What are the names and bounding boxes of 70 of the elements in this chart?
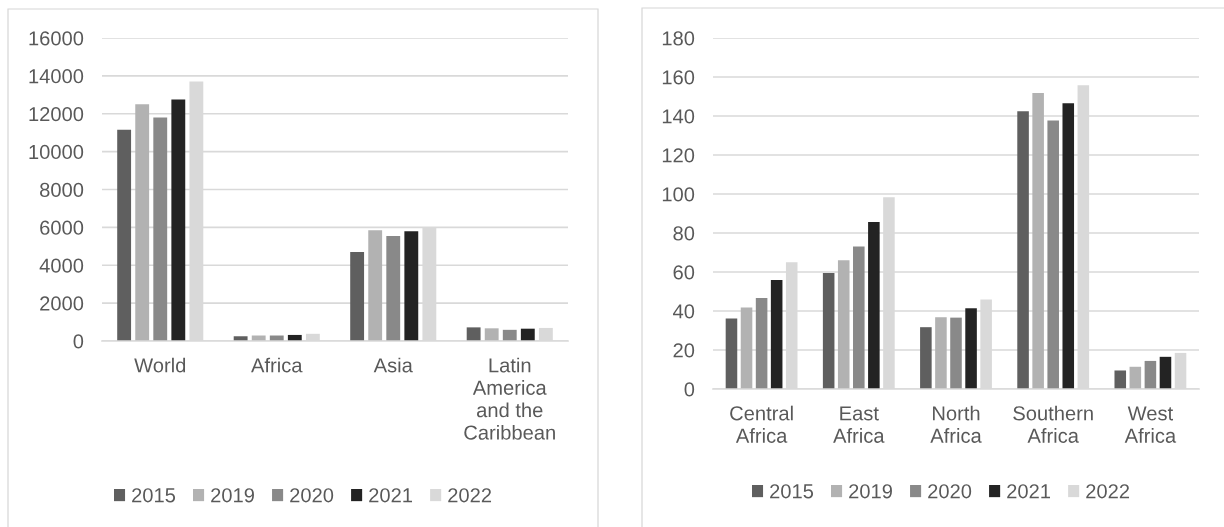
bar bbox=[950, 317, 962, 389]
bar bbox=[1047, 120, 1059, 389]
y-tick-label: 40 bbox=[673, 304, 695, 319]
bar bbox=[1062, 103, 1075, 389]
legend-label: 2019 bbox=[211, 488, 254, 503]
bar bbox=[755, 297, 768, 389]
bar bbox=[1017, 111, 1029, 389]
bar bbox=[770, 279, 783, 389]
bar bbox=[853, 246, 865, 389]
legend-label: 2015 bbox=[770, 484, 814, 499]
bar bbox=[1114, 370, 1127, 389]
y-tick-label: 2000 bbox=[40, 296, 84, 311]
bar bbox=[368, 230, 383, 341]
x-tick-label: East Africa bbox=[833, 406, 885, 443]
y-tick-label: 4000 bbox=[39, 258, 84, 273]
bar bbox=[386, 235, 401, 341]
legend-label: 2021 bbox=[369, 488, 413, 503]
y-tick-label: 12000 bbox=[29, 106, 84, 122]
legend-label: 2020 bbox=[290, 488, 334, 503]
x-tick-label: Asia bbox=[373, 357, 413, 373]
legend-label: 2019 bbox=[849, 484, 892, 499]
y-tick-label: 180 bbox=[662, 31, 695, 46]
bar bbox=[725, 318, 738, 389]
bar bbox=[404, 231, 419, 341]
y-tick-label: 0 bbox=[73, 334, 84, 349]
y-tick-label: 140 bbox=[662, 109, 695, 124]
x-tick-label: Southern Africa bbox=[1013, 405, 1093, 443]
y-tick-label: 0 bbox=[684, 382, 695, 397]
bar bbox=[1159, 356, 1172, 389]
bar bbox=[1144, 360, 1157, 389]
y-tick-label: 60 bbox=[673, 265, 695, 280]
bar bbox=[837, 260, 850, 389]
bar bbox=[935, 317, 947, 389]
legend-label: 2020 bbox=[928, 484, 972, 499]
bar bbox=[135, 104, 150, 341]
bar bbox=[466, 327, 481, 341]
y-tick-label: 16000 bbox=[29, 31, 84, 46]
y-tick-label: 120 bbox=[662, 148, 695, 163]
legend-label: 2021 bbox=[1007, 484, 1051, 499]
bar bbox=[171, 99, 186, 341]
bar bbox=[1032, 92, 1044, 389]
bar bbox=[153, 117, 168, 341]
x-tick-label: Latin America and the Caribbean bbox=[464, 357, 555, 440]
legend-label: 2015 bbox=[132, 488, 176, 503]
y-tick-label: 100 bbox=[662, 187, 695, 202]
x-tick-label: World bbox=[134, 357, 186, 373]
bar bbox=[740, 307, 753, 389]
bar bbox=[868, 221, 880, 389]
bar bbox=[520, 328, 535, 341]
y-tick-label: 6000 bbox=[40, 220, 84, 235]
bar bbox=[350, 251, 365, 341]
bar bbox=[920, 327, 932, 389]
bar bbox=[484, 328, 499, 341]
bar bbox=[965, 308, 977, 389]
y-tick-label: 160 bbox=[662, 70, 695, 85]
x-tick-label: Central Africa bbox=[730, 405, 793, 443]
bar bbox=[1129, 366, 1142, 389]
y-tick-label: 8000 bbox=[40, 182, 84, 197]
y-tick-label: 14000 bbox=[29, 69, 84, 84]
x-tick-label: West Africa bbox=[1124, 406, 1177, 443]
y-tick-label: 20 bbox=[673, 343, 695, 358]
y-tick-label: 10000 bbox=[29, 144, 84, 160]
legend-label: 2022 bbox=[448, 488, 492, 503]
x-tick-label: Africa bbox=[251, 357, 303, 373]
y-tick-label: 80 bbox=[673, 226, 695, 241]
x-tick-label: North Africa bbox=[930, 405, 982, 443]
bar bbox=[822, 272, 835, 389]
bar bbox=[502, 329, 517, 341]
bar bbox=[117, 129, 132, 341]
legend-label: 2022 bbox=[1086, 484, 1130, 499]
